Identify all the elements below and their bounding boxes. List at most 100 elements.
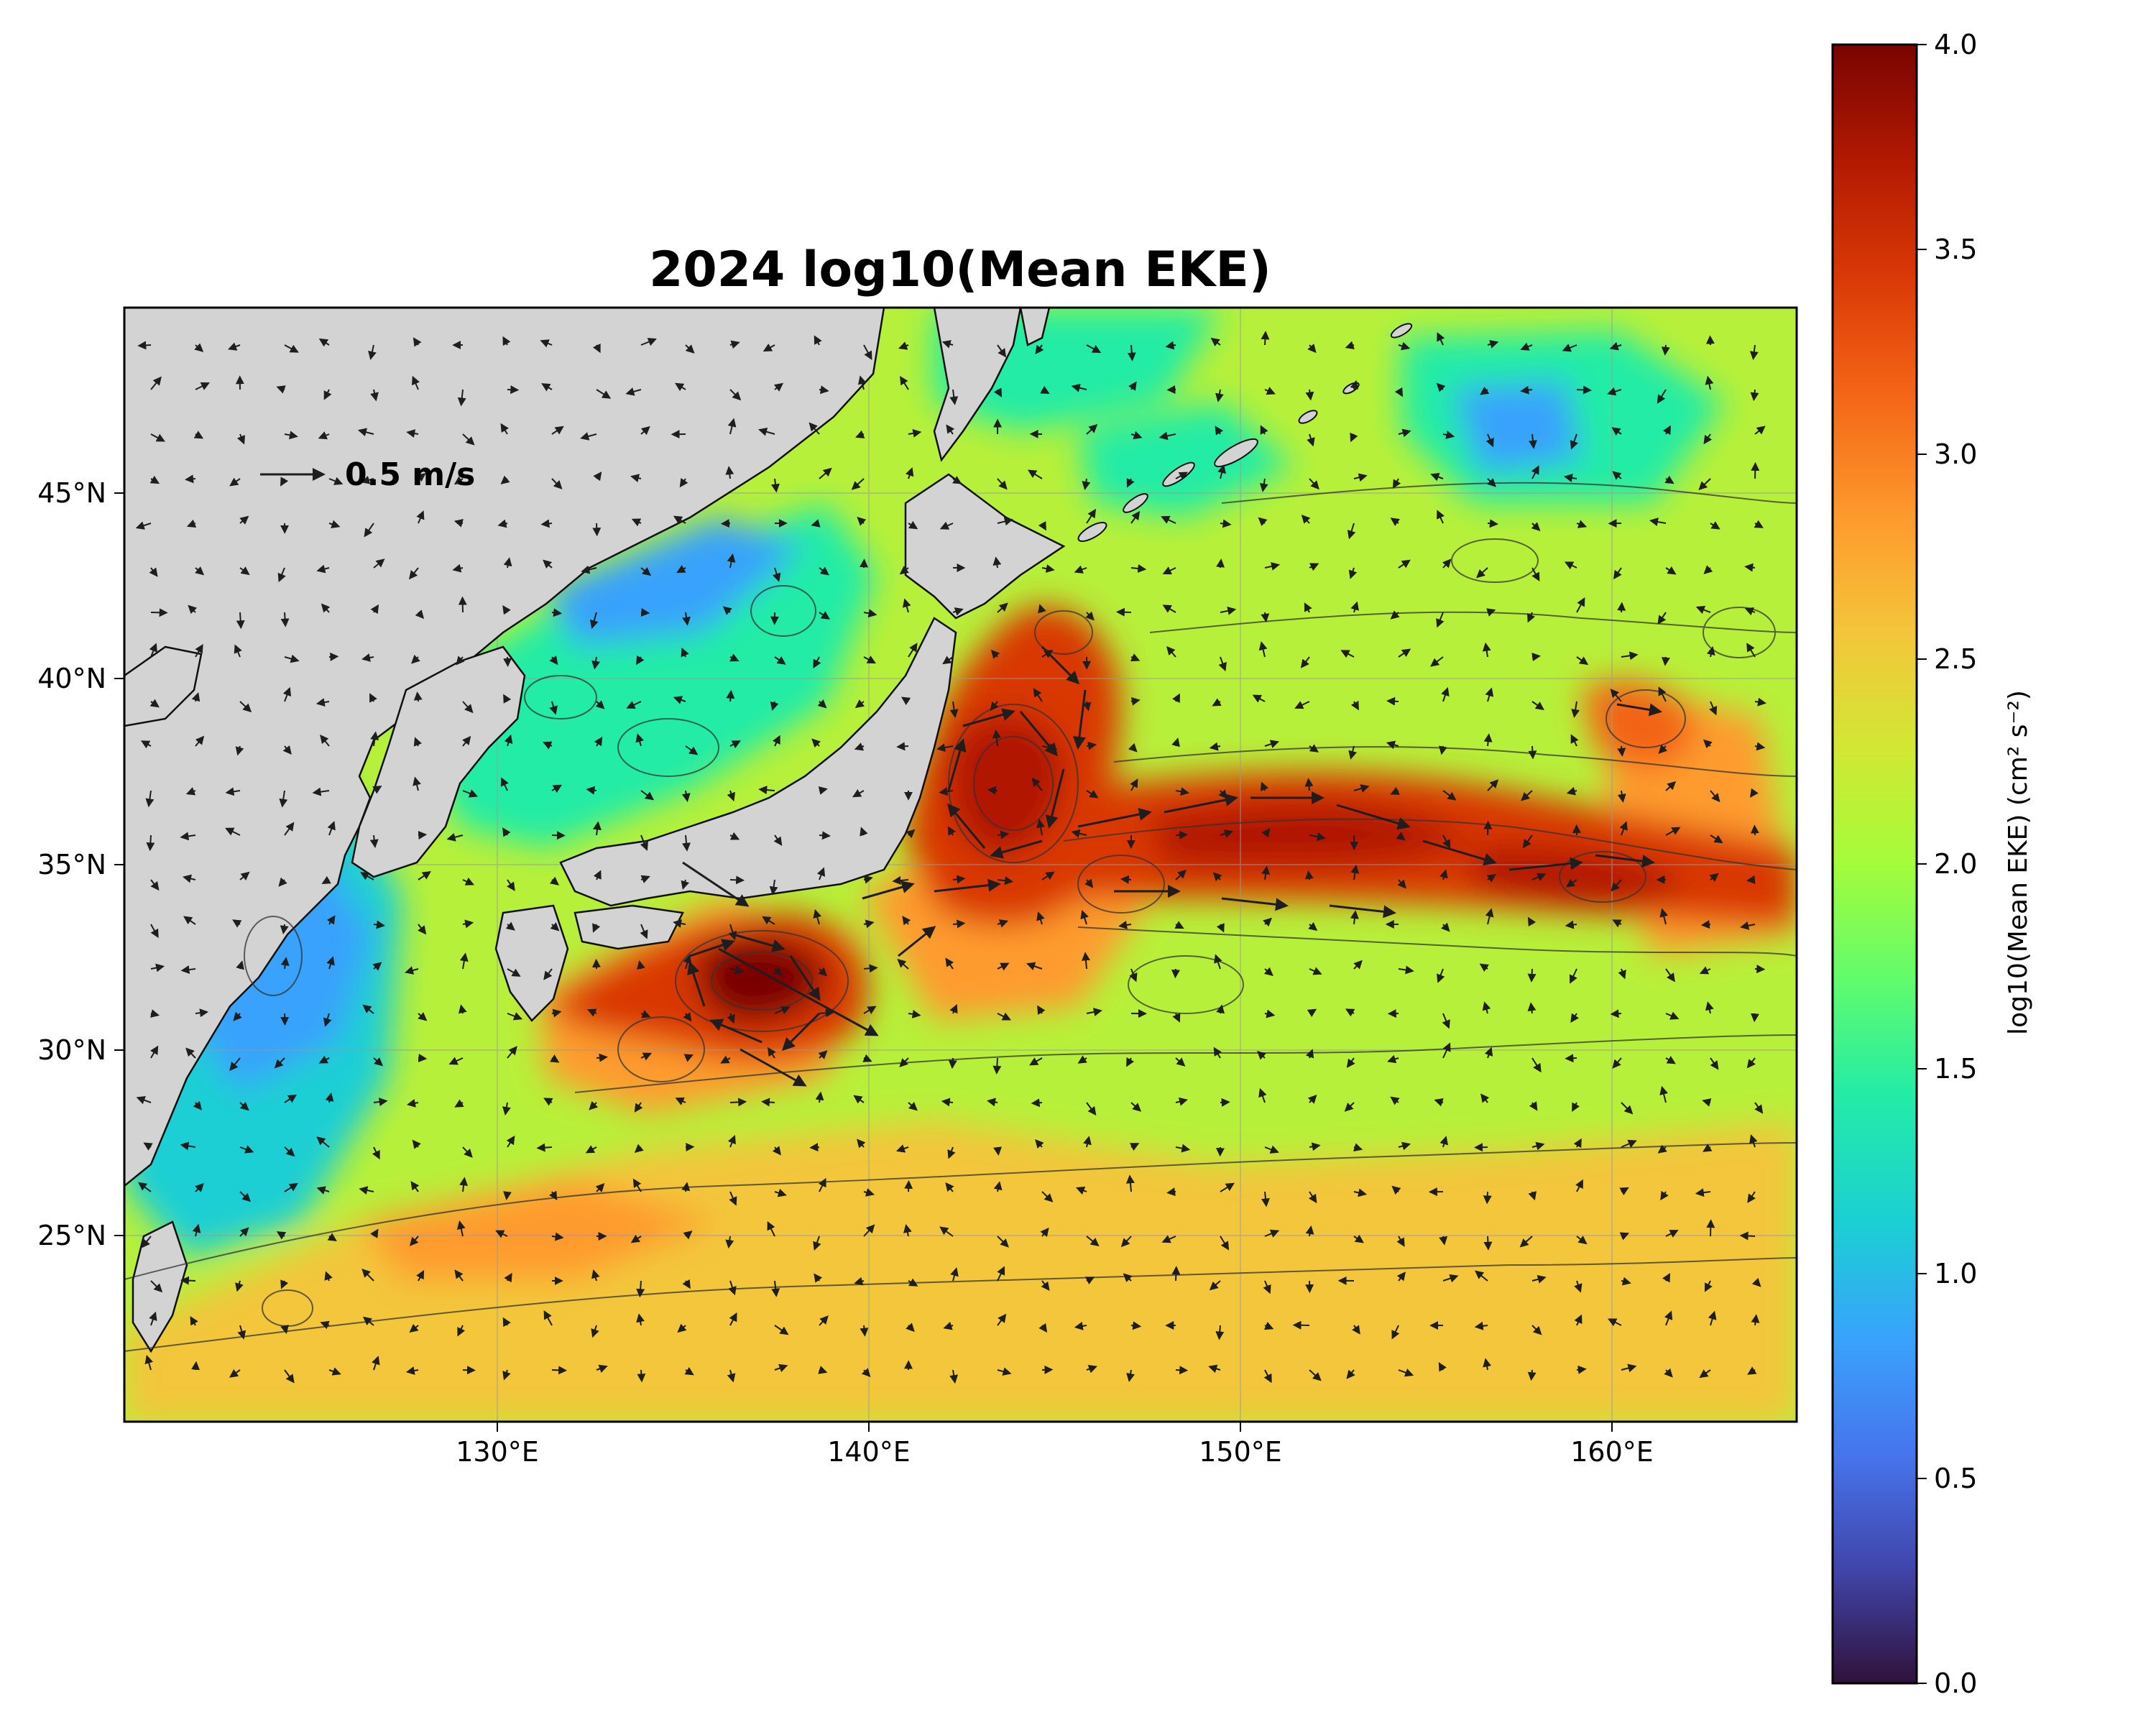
current-vector bbox=[1175, 1097, 1188, 1106]
current-vector bbox=[1618, 968, 1626, 980]
current-vector bbox=[1754, 520, 1764, 528]
current-vector bbox=[1391, 1185, 1401, 1195]
current-vector bbox=[1702, 1098, 1712, 1107]
current-vector bbox=[945, 1182, 954, 1192]
current-vector bbox=[315, 698, 330, 707]
current-vector bbox=[503, 656, 512, 667]
current-vector bbox=[541, 383, 553, 392]
current-vector bbox=[939, 1226, 954, 1237]
current-vector bbox=[368, 344, 377, 360]
current-vector bbox=[1565, 1054, 1577, 1063]
current-vector bbox=[949, 701, 959, 719]
land-honshu bbox=[559, 617, 957, 907]
current-vector bbox=[1209, 1280, 1221, 1291]
lat-tick-label: 45°N bbox=[37, 477, 106, 509]
current-vector bbox=[1300, 656, 1310, 668]
current-vector bbox=[896, 742, 909, 751]
land-shikoku bbox=[573, 904, 684, 950]
current-vector bbox=[1750, 824, 1759, 836]
current-vector bbox=[1086, 508, 1096, 524]
colorbar-tick-label: 0.0 bbox=[1934, 1668, 1977, 1699]
current-vector bbox=[551, 831, 566, 840]
current-vector bbox=[1292, 1320, 1310, 1330]
current-vector bbox=[408, 567, 419, 580]
current-vector bbox=[1390, 610, 1400, 620]
current-vector bbox=[454, 1099, 464, 1108]
current-vector bbox=[1036, 819, 1045, 836]
current-vector bbox=[372, 962, 382, 971]
current-vector bbox=[1442, 1274, 1459, 1283]
current-vector bbox=[774, 1006, 791, 1014]
current-vector bbox=[1619, 821, 1628, 836]
current-vector bbox=[1574, 1314, 1583, 1326]
current-vector bbox=[192, 1223, 201, 1237]
lon-ticks: 130°E 140°E 150°E 160°E bbox=[456, 1422, 1654, 1468]
current-vector bbox=[1212, 872, 1222, 882]
current-vector bbox=[1662, 425, 1671, 436]
current-vector bbox=[282, 686, 292, 702]
current-vector bbox=[1041, 1280, 1050, 1291]
current-vector bbox=[900, 376, 909, 390]
current-vector bbox=[411, 654, 420, 664]
current-vector bbox=[369, 834, 379, 848]
current-vector bbox=[1749, 788, 1759, 798]
current-vector bbox=[860, 827, 868, 837]
current-vector bbox=[640, 426, 650, 436]
current-vector bbox=[185, 787, 196, 796]
current-vector bbox=[405, 966, 419, 975]
current-vector bbox=[1263, 967, 1273, 976]
current-vector bbox=[149, 1009, 160, 1018]
current-vector bbox=[137, 1182, 152, 1192]
colorbar-tick-label: 1.0 bbox=[1934, 1258, 1977, 1289]
current-vector bbox=[412, 375, 420, 390]
current-vector bbox=[229, 1368, 241, 1378]
colorbar-tick-label: 0.5 bbox=[1934, 1463, 1977, 1494]
land bbox=[124, 308, 1066, 1353]
current-vector bbox=[1476, 567, 1488, 579]
current-vector bbox=[942, 656, 954, 665]
current-vector bbox=[1665, 566, 1677, 575]
current-vector bbox=[1576, 656, 1589, 666]
current-vector bbox=[769, 879, 778, 896]
current-vector bbox=[1350, 864, 1360, 880]
current-vector bbox=[774, 1363, 788, 1373]
current-vector bbox=[195, 382, 210, 390]
current-vector bbox=[1213, 1046, 1222, 1059]
current-vector bbox=[1161, 515, 1176, 524]
current-vector bbox=[1038, 521, 1046, 531]
current-vector bbox=[682, 1279, 691, 1289]
current-vector bbox=[500, 423, 509, 435]
current-vector bbox=[180, 1276, 196, 1285]
current-vector bbox=[1175, 1057, 1186, 1067]
current-vector bbox=[1264, 1145, 1279, 1154]
current-vector bbox=[1394, 387, 1404, 397]
current-vector bbox=[1704, 1280, 1713, 1292]
current-vector bbox=[1263, 917, 1272, 927]
current-vector bbox=[1120, 875, 1132, 884]
current-vector bbox=[328, 1367, 341, 1376]
current-vector bbox=[1436, 612, 1445, 628]
current-vector bbox=[416, 473, 426, 482]
current-vector bbox=[997, 344, 1007, 358]
current-vector bbox=[284, 1094, 298, 1103]
current-vector bbox=[587, 1008, 597, 1017]
current-vector bbox=[320, 735, 330, 747]
current-vector bbox=[326, 956, 335, 970]
current-vector bbox=[677, 1323, 687, 1333]
current-vector bbox=[1220, 519, 1232, 528]
current-vector bbox=[1572, 1102, 1580, 1112]
current-vector bbox=[1487, 779, 1499, 791]
current-vector bbox=[818, 1366, 828, 1374]
current-vector bbox=[729, 653, 740, 662]
current-vector bbox=[459, 1177, 469, 1192]
current-vector bbox=[899, 566, 909, 575]
current-vector bbox=[950, 1267, 959, 1282]
current-vector bbox=[772, 735, 780, 747]
current-vector bbox=[1261, 331, 1270, 346]
current-vector bbox=[1611, 879, 1622, 892]
current-vector bbox=[636, 1313, 645, 1326]
current-vector bbox=[1261, 1191, 1270, 1208]
lon-tick-label: 130°E bbox=[456, 1436, 539, 1468]
colorbar-label: log10(Mean EKE) (cm² s⁻²) bbox=[2004, 690, 2033, 1035]
current-vector bbox=[551, 1008, 562, 1018]
